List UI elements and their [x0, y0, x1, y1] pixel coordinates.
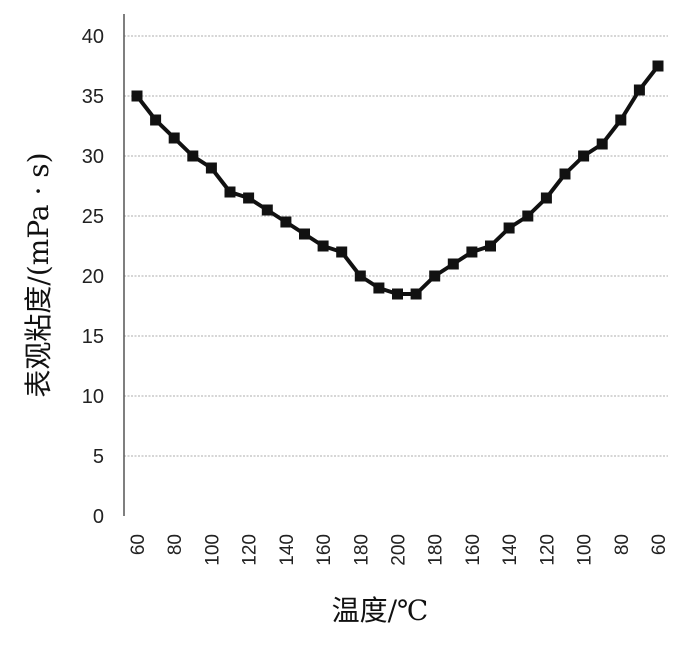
y-tick-label: 30 — [82, 146, 104, 168]
x-tick-label: 140 — [277, 534, 298, 566]
data-point — [652, 60, 664, 72]
y-tick-label: 40 — [82, 26, 104, 48]
data-point — [485, 240, 496, 252]
data-markers — [131, 60, 664, 300]
data-point — [540, 192, 552, 204]
x-tick-label: 180 — [351, 534, 372, 566]
y-tick-label: 5 — [93, 446, 104, 468]
data-point — [131, 90, 143, 102]
y-tick-label: 0 — [93, 506, 104, 528]
x-tick-labels: 60 80 100 120 140 160 180 200 180 160 140 120 100 80 6… — [128, 534, 670, 566]
y-axis-title: 表观粘度/(mPa · s) — [22, 152, 55, 397]
data-point — [633, 84, 645, 96]
gridlines — [124, 35, 668, 457]
x-tick-label: 100 — [575, 534, 596, 566]
x-tick-label: 60 — [128, 534, 149, 555]
x-tick-label: 160 — [463, 534, 484, 566]
x-tick-label: 80 — [612, 534, 633, 555]
data-point — [466, 246, 478, 258]
data-point — [354, 270, 366, 282]
x-tick-label: 100 — [202, 534, 223, 566]
data-point — [205, 162, 217, 174]
data-point — [261, 204, 273, 216]
data-point — [243, 192, 255, 204]
data-point — [596, 138, 608, 150]
x-tick-label: 140 — [500, 534, 521, 566]
data-point — [150, 114, 162, 126]
y-tick-labels: 0 5 10 15 20 25 30 35 40 — [82, 26, 104, 528]
data-point — [373, 282, 385, 294]
data-point — [503, 222, 515, 234]
data-point — [410, 288, 422, 300]
y-tick-label: 35 — [82, 86, 104, 108]
data-point — [336, 246, 348, 258]
x-axis-title: 温度/℃ — [332, 594, 429, 627]
data-point — [429, 270, 441, 282]
data-point — [392, 288, 403, 300]
y-tick-label: 15 — [82, 326, 104, 348]
x-tick-label: 180 — [426, 534, 447, 566]
data-point — [559, 168, 571, 180]
data-point — [168, 132, 180, 144]
series-line — [135, 64, 660, 296]
data-point — [447, 258, 459, 270]
x-tick-label: 120 — [240, 534, 261, 566]
x-tick-label: 120 — [537, 534, 558, 566]
data-point — [280, 216, 292, 228]
data-point — [299, 228, 310, 240]
x-tick-label: 60 — [649, 534, 670, 555]
data-point — [578, 150, 590, 162]
y-tick-label: 25 — [82, 206, 104, 228]
y-tick-label: 10 — [82, 386, 104, 408]
x-tick-label: 200 — [389, 534, 410, 566]
data-point — [187, 150, 199, 162]
data-point — [615, 114, 627, 126]
data-point — [224, 186, 236, 198]
x-tick-label: 160 — [314, 534, 335, 566]
data-point — [522, 210, 534, 222]
y-tick-label: 20 — [82, 266, 104, 288]
x-tick-label: 80 — [165, 534, 186, 555]
data-point — [317, 240, 329, 252]
